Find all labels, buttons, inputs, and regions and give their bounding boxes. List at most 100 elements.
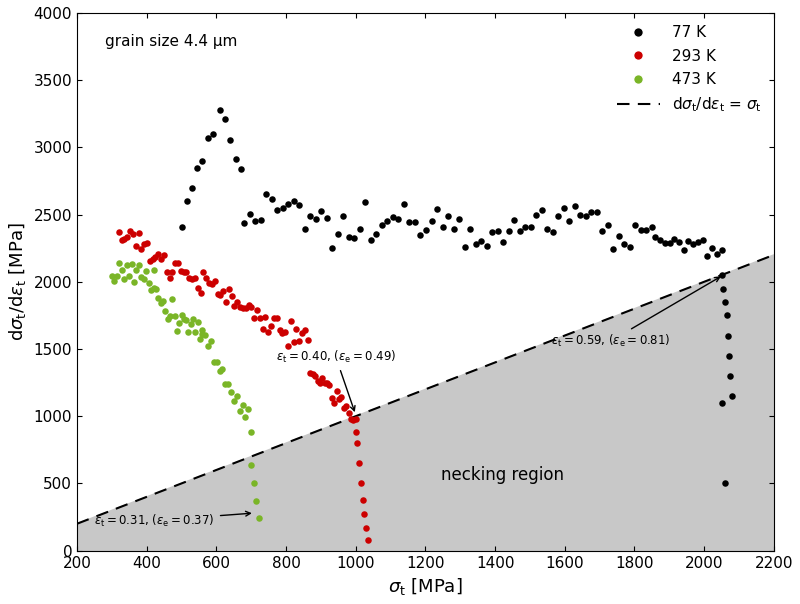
Point <box>701 251 714 261</box>
Point <box>180 315 193 325</box>
Point <box>166 267 178 277</box>
Point <box>186 314 199 324</box>
Point <box>436 222 449 232</box>
Point <box>362 535 374 545</box>
Text: $\varepsilon_\mathrm{t} = 0.40$, ($\varepsilon_\mathrm{e} = 0.49$): $\varepsilon_\mathrm{t} = 0.40$, ($\vare… <box>275 349 396 411</box>
Point <box>130 242 142 251</box>
Point <box>230 391 243 401</box>
Point <box>229 155 242 164</box>
Point <box>306 369 319 379</box>
Point <box>686 239 699 249</box>
Point <box>115 265 128 275</box>
Point <box>118 274 130 284</box>
Polygon shape <box>77 255 774 551</box>
Point <box>337 211 350 221</box>
Point <box>180 196 193 205</box>
Point <box>360 523 373 533</box>
Point <box>354 478 367 488</box>
Point <box>216 364 229 374</box>
Text: $\varepsilon_\mathrm{t} = 0.31$, ($\varepsilon_\mathrm{e} = 0.37$): $\varepsilon_\mathrm{t} = 0.31$, ($\vare… <box>94 512 250 528</box>
Point <box>722 351 735 361</box>
Point <box>715 398 728 408</box>
Point <box>214 290 226 300</box>
Point <box>347 415 360 425</box>
Point <box>398 200 410 210</box>
Point <box>326 243 338 252</box>
Point <box>315 207 328 216</box>
Point <box>256 324 269 334</box>
Point <box>247 478 260 488</box>
Point <box>266 194 278 204</box>
Point <box>152 294 165 303</box>
Point <box>290 324 303 333</box>
Point <box>722 331 734 341</box>
Point <box>178 313 190 323</box>
Point <box>260 190 273 199</box>
Point <box>200 273 213 283</box>
Point <box>228 301 241 310</box>
Point <box>518 222 531 232</box>
Point <box>425 216 438 226</box>
Point <box>127 277 140 287</box>
Point <box>219 380 232 390</box>
Point <box>206 129 219 138</box>
Point <box>189 327 202 337</box>
Point <box>242 405 254 414</box>
Point <box>214 367 226 376</box>
Point <box>190 162 203 172</box>
Y-axis label: d$\sigma_\mathrm{t}$/d$\varepsilon_\mathrm{t}$ [MPa]: d$\sigma_\mathrm{t}$/d$\varepsilon_\math… <box>7 222 28 341</box>
Point <box>163 273 176 283</box>
Point <box>287 337 300 347</box>
Point <box>552 211 565 221</box>
Point <box>574 210 586 220</box>
Point <box>469 239 482 249</box>
Point <box>309 371 322 381</box>
Point <box>356 495 369 504</box>
Point <box>222 379 234 389</box>
Point <box>170 326 183 336</box>
Point <box>227 397 240 406</box>
Point <box>331 230 344 239</box>
Point <box>718 478 731 488</box>
Point <box>282 199 294 209</box>
Point <box>224 135 237 145</box>
Point <box>242 300 255 310</box>
Point <box>293 336 306 345</box>
Point <box>237 303 250 313</box>
Point <box>340 401 353 411</box>
Point <box>106 271 118 281</box>
Point <box>271 205 284 215</box>
Point <box>202 278 215 288</box>
Point <box>304 368 317 378</box>
Point <box>502 226 515 236</box>
Point <box>381 217 394 226</box>
Point <box>414 231 427 240</box>
Point <box>238 219 250 228</box>
Point <box>210 357 223 367</box>
Text: grain size 4.4 μm: grain size 4.4 μm <box>105 34 238 50</box>
Point <box>579 211 592 220</box>
Point <box>197 267 210 277</box>
Point <box>234 165 247 175</box>
Point <box>249 217 262 226</box>
Point <box>146 254 159 264</box>
Point <box>149 252 162 262</box>
Point <box>541 223 554 233</box>
Point <box>154 298 167 308</box>
Point <box>166 294 178 304</box>
Point <box>115 235 128 245</box>
Point <box>205 336 218 346</box>
Point <box>314 379 326 388</box>
Point <box>333 394 346 403</box>
Point <box>318 378 331 388</box>
Point <box>208 276 221 286</box>
Point <box>163 310 176 320</box>
Point <box>629 220 642 230</box>
Point <box>718 297 731 307</box>
Point <box>342 409 355 419</box>
Point <box>124 226 137 236</box>
Point <box>172 258 185 268</box>
Point <box>613 231 626 241</box>
Point <box>267 313 280 323</box>
Point <box>140 266 153 276</box>
